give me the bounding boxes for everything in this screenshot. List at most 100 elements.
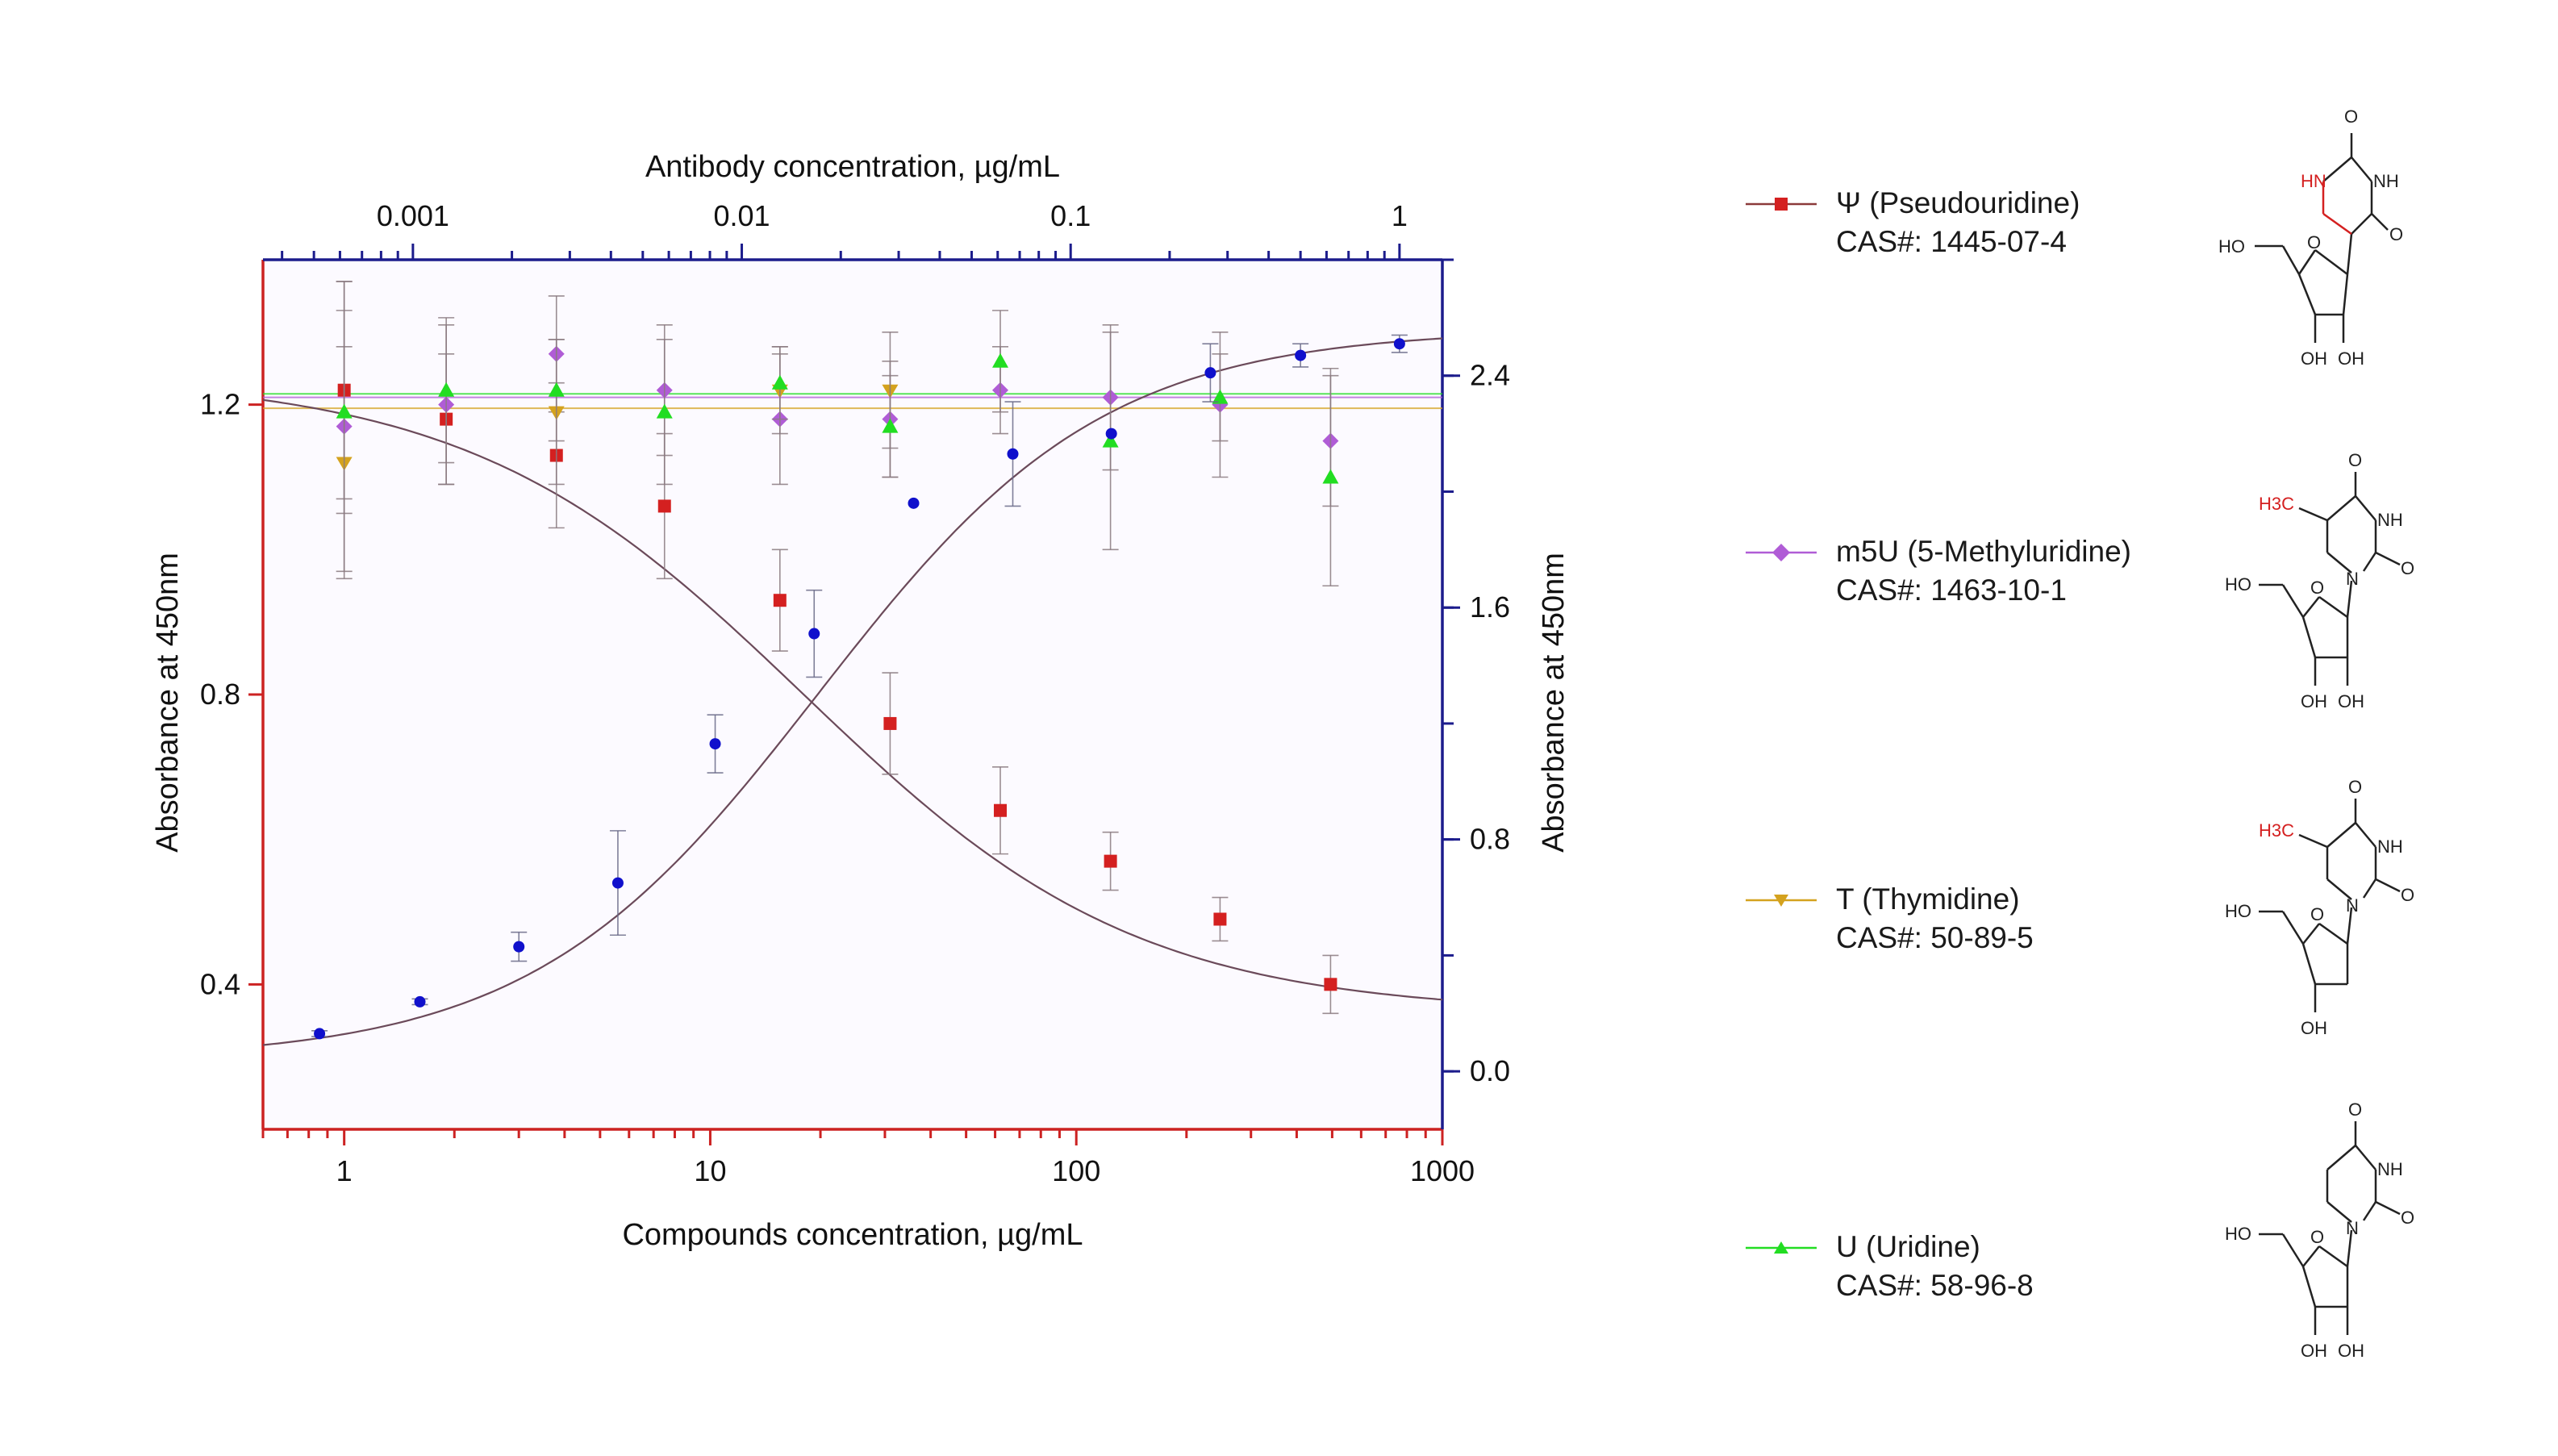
atom-label: HO — [2225, 901, 2251, 921]
legend-label-pseudouridine: Ψ (Pseudouridine) — [1836, 186, 2080, 219]
structure-thymidine: O H3C NH N O HO O OH — [2225, 778, 2414, 1038]
structure-pseudouridine: O HN NH O HO O OH OH — [2218, 106, 2403, 369]
atom-label: O — [2310, 1227, 2324, 1247]
structure-m5u: O H3C NH N O HO O OH OH — [2225, 452, 2414, 711]
legend-cas-pseudouridine: CAS#: 1445-07-4 — [1836, 225, 2067, 258]
legend-entry-m5u: m5U (5-Methyluridine) CAS#: 1463-10-1 — [1746, 532, 2214, 621]
atom-label: OH — [2301, 348, 2327, 369]
atom-label: H3C — [2259, 494, 2294, 514]
data-point — [513, 941, 525, 953]
atom-label: O — [2310, 578, 2324, 598]
plot-area — [263, 260, 1442, 1129]
data-point — [773, 594, 787, 607]
atom-label: O — [2401, 1208, 2414, 1228]
x-top-axis-title: Antibody concentration, µg/mL — [645, 150, 1060, 184]
data-point — [771, 374, 788, 390]
atom-label: N — [2346, 569, 2359, 589]
x-top-tick-label: 1 — [1392, 199, 1408, 232]
atom-label: HN — [2301, 171, 2326, 191]
y-right-tick-label: 2.4 — [1470, 359, 1510, 392]
atom-label: O — [2348, 778, 2362, 797]
data-point — [1324, 978, 1337, 991]
data-point — [1104, 854, 1117, 868]
atom-label: OH — [2301, 1341, 2327, 1361]
legend-swatch-uridine — [1746, 1241, 1817, 1254]
data-point — [1213, 912, 1227, 926]
data-point — [548, 382, 565, 397]
legend-label-uridine: U (Uridine) — [1836, 1230, 1980, 1263]
x-bottom-tick-label: 1000 — [1410, 1154, 1475, 1187]
legend-cas-m5u: CAS#: 1463-10-1 — [1836, 574, 2067, 607]
y-right-tick-label: 0.8 — [1470, 823, 1510, 856]
data-point — [336, 403, 353, 419]
plot-layer — [263, 281, 1442, 1046]
data-point — [1393, 338, 1405, 350]
data-point — [438, 382, 455, 397]
atom-label: NH — [2373, 171, 2399, 191]
atom-label: NH — [2377, 510, 2403, 530]
data-point — [994, 803, 1008, 817]
x-top-tick-label: 0.001 — [377, 199, 449, 232]
atom-label: OH — [2301, 691, 2327, 711]
y-right-tick-label: 1.6 — [1470, 590, 1510, 624]
atom-label: O — [2307, 232, 2321, 252]
legend-entry-thymidine: T (Thymidine) CAS#: 50-89-5 — [1746, 880, 2214, 969]
y-right-tick-label: 0.0 — [1470, 1054, 1510, 1087]
x-top-tick-label: 0.1 — [1050, 199, 1091, 232]
atom-label: OH — [2338, 691, 2364, 711]
atom-label: NH — [2377, 1159, 2403, 1179]
data-point — [314, 1028, 326, 1040]
fit-curve — [263, 337, 1442, 1046]
atom-label: N — [2346, 895, 2359, 916]
data-point — [414, 995, 426, 1008]
data-point — [882, 418, 899, 433]
data-point — [1102, 432, 1119, 448]
data-point — [1295, 349, 1307, 361]
legend-swatch-thymidine — [1746, 895, 1817, 907]
y-left-axis-title: Absorbance at 450nm — [151, 553, 185, 853]
legend-cas-uridine: CAS#: 58-96-8 — [1836, 1269, 2034, 1302]
data-point — [992, 353, 1009, 368]
data-point — [883, 716, 897, 730]
y-right-axis-title: Absorbance at 450nm — [1537, 553, 1571, 853]
legend-label-thymidine: T (Thymidine) — [1836, 882, 2020, 916]
structure-uridine: O NH N O HO O OH OH — [2225, 1101, 2414, 1361]
chart: 1 10 100 1000 0.001 0.01 0.1 1 0.4 0.8 1.2 0.0 0.8 1.… — [151, 150, 1571, 1252]
legend-swatch-m5u — [1746, 544, 1817, 561]
x-bottom-tick-label: 1 — [336, 1154, 353, 1187]
y-left-tick-label: 1.2 — [200, 388, 240, 421]
legend-label-m5u: m5U (5-Methyluridine) — [1836, 535, 2131, 568]
atom-label: O — [2348, 452, 2362, 470]
atom-label: OH — [2338, 1341, 2364, 1361]
data-point — [611, 877, 624, 889]
legend-cas-thymidine: CAS#: 50-89-5 — [1836, 921, 2034, 954]
data-point — [908, 497, 920, 509]
atom-label: O — [2310, 904, 2324, 924]
atom-label: H3C — [2259, 820, 2294, 841]
atom-label: O — [2401, 558, 2414, 578]
x-bottom-tick-label: 10 — [694, 1154, 726, 1187]
y-left-tick-label: 0.8 — [200, 678, 240, 711]
atom-label: OH — [2338, 348, 2364, 369]
data-point — [1204, 367, 1216, 379]
x-top-tick-label: 0.01 — [713, 199, 770, 232]
data-point — [1212, 389, 1229, 404]
atom-label: O — [2348, 1101, 2362, 1120]
x-bottom-axis-title: Compounds concentration, µg/mL — [622, 1218, 1083, 1252]
legend-swatch-pseudouridine — [1746, 198, 1817, 211]
data-point — [1105, 428, 1117, 440]
fit-curve — [263, 398, 1442, 1001]
atom-label: OH — [2301, 1018, 2327, 1038]
atom-label: O — [2344, 106, 2358, 127]
y-left-tick-label: 0.4 — [200, 967, 240, 1000]
legend-entry-uridine: U (Uridine) CAS#: 58-96-8 — [1746, 1228, 2214, 1316]
data-point — [808, 628, 820, 640]
atom-label: HO — [2225, 574, 2251, 594]
x-bottom-tick-label: 100 — [1052, 1154, 1100, 1187]
atom-label: O — [2389, 224, 2403, 244]
data-point — [1322, 469, 1339, 484]
data-point — [709, 738, 721, 750]
atom-label: O — [2401, 885, 2414, 905]
atom-label: N — [2346, 1218, 2359, 1238]
data-point — [657, 499, 671, 513]
